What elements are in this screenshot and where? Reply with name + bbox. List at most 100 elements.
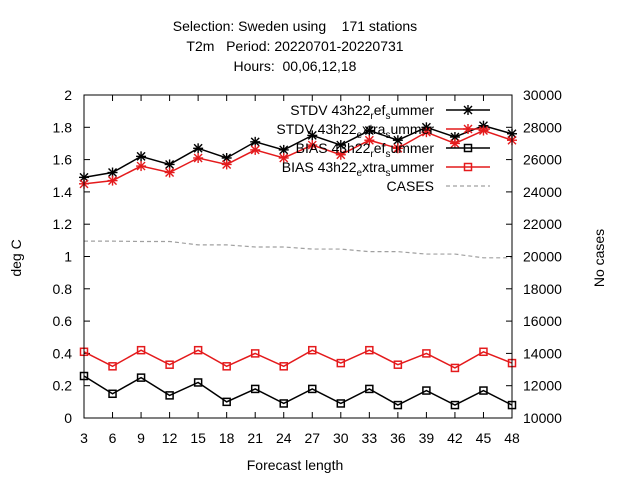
data-point (307, 140, 318, 151)
data-point (108, 389, 117, 399)
data-point (279, 399, 288, 408)
y2-tick-label: 26000 (523, 152, 562, 168)
data-point (250, 384, 260, 394)
legend-label: BIAS 43h22extrasummer (282, 159, 435, 179)
data-point (222, 362, 231, 371)
y-tick-label: 0.6 (53, 313, 73, 329)
y-tick-label: 1.8 (53, 119, 73, 135)
legend-marker (463, 162, 473, 172)
x-tick-label: 6 (109, 430, 117, 446)
legend-label: BIAS 43h22refsummer (296, 140, 435, 160)
y2-tick-label: 22000 (523, 216, 562, 232)
x-tick-label: 30 (333, 430, 349, 446)
y-tick-label: 1 (64, 249, 72, 265)
y2-tick-label: 16000 (523, 313, 562, 329)
data-point (193, 378, 203, 387)
data-point (107, 175, 118, 186)
data-point (450, 363, 460, 373)
y-tick-label: 0 (64, 410, 72, 426)
x-tick-label: 21 (247, 430, 263, 446)
data-point (479, 386, 488, 395)
plot-frame (83, 94, 513, 419)
data-point (308, 384, 317, 394)
series-group (79, 120, 517, 410)
series-3 (79, 345, 517, 373)
x-tick-label: 45 (476, 430, 492, 446)
y2-tick-label: 14000 (523, 345, 562, 361)
axes: 3 6 9 12 15 18 21 24 27 30 33 36 39 42 45 4800.20.40.60… (53, 87, 563, 446)
y2-tick-label: 18000 (523, 281, 562, 297)
data-point (365, 384, 374, 394)
data-point (136, 373, 146, 382)
data-point (222, 397, 231, 407)
series-1 (79, 125, 517, 189)
data-point (335, 140, 346, 151)
y-tick-label: 2 (64, 87, 72, 103)
y-tick-label: 1.6 (53, 152, 73, 168)
data-point (365, 345, 374, 355)
x-tick-label: 3 (80, 430, 88, 446)
x-tick-label: 27 (304, 430, 320, 446)
y-tick-label: 0.4 (53, 345, 73, 361)
y-tick-label: 1.2 (53, 216, 73, 232)
legend-entry: BIAS 43h22refsummer (296, 140, 490, 160)
x-axis-label: Forecast length (247, 457, 344, 473)
data-point (308, 345, 317, 355)
data-point (392, 135, 403, 146)
series-2 (79, 371, 517, 410)
y2-tick-label: 12000 (523, 378, 562, 394)
data-point (393, 400, 403, 410)
y-tick-label: 0.8 (53, 281, 73, 297)
data-point (450, 400, 460, 410)
data-point (165, 360, 174, 369)
data-point (165, 391, 174, 400)
data-point (193, 143, 204, 154)
series-0 (79, 120, 517, 183)
data-point (307, 130, 318, 141)
legend-label: STDV 43h22refsummer (290, 102, 434, 122)
series-line (83, 375, 513, 406)
data-point (279, 362, 288, 371)
chart-title-line3: Hours: 00,06,12,18 (234, 58, 357, 74)
chart-title-line1: Selection: Sweden using 171 stations (173, 18, 417, 34)
legend-label: CASES (387, 178, 434, 194)
data-point (278, 152, 289, 163)
legend-entry: STDV 43h22extrasummer (276, 121, 490, 141)
legend-label: STDV 43h22extrasummer (276, 121, 434, 141)
x-tick-label: 18 (219, 430, 235, 446)
y-axis-label: deg C (8, 239, 24, 276)
data-point (136, 161, 147, 172)
data-point (108, 362, 117, 371)
data-point (421, 127, 432, 138)
series-line (83, 129, 513, 185)
x-tick-label: 15 (190, 430, 206, 446)
x-tick-label: 33 (362, 430, 378, 446)
y2-tick-label: 24000 (523, 184, 562, 200)
legend-entry: STDV 43h22refsummer (290, 102, 490, 122)
data-point (250, 144, 261, 155)
data-point (336, 358, 346, 368)
y2-tick-label: 10000 (523, 410, 562, 426)
data-point (479, 347, 488, 357)
x-tick-label: 24 (276, 430, 292, 446)
legend-entry: BIAS 43h22extrasummer (282, 159, 490, 179)
legend-marker (463, 143, 473, 153)
data-point (250, 349, 260, 358)
data-point (392, 143, 403, 154)
data-point (164, 167, 175, 178)
data-point (364, 125, 375, 136)
data-point (193, 345, 203, 355)
data-point (422, 349, 431, 358)
x-tick-label: 9 (137, 430, 145, 446)
y2-tick-label: 28000 (523, 119, 562, 135)
data-point (335, 149, 346, 160)
series-line (83, 349, 513, 369)
chart-title-line2: T2m Period: 20220701-20220731 (186, 38, 403, 54)
data-point (422, 386, 431, 395)
y-tick-label: 0.2 (53, 378, 73, 394)
y2-tick-label: 30000 (523, 87, 562, 103)
data-point (221, 159, 232, 170)
x-tick-label: 36 (390, 430, 406, 446)
